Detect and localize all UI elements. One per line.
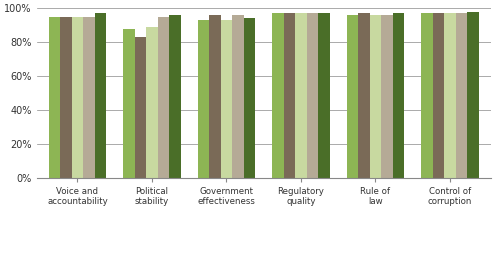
Bar [244,18,255,178]
Bar [393,13,404,178]
Bar [198,20,209,178]
Bar [467,12,479,178]
Bar [421,13,433,178]
Bar [381,15,393,178]
Bar [455,13,467,178]
Bar [49,17,60,178]
Bar [318,13,330,178]
Bar [272,13,284,178]
Bar [307,13,318,178]
Bar [221,20,232,178]
Bar [123,28,135,178]
Bar [83,17,95,178]
Bar [232,15,244,178]
Bar [284,13,295,178]
Bar [444,13,455,178]
Bar [169,15,181,178]
Bar [146,27,158,178]
Bar [358,13,370,178]
Bar [60,17,72,178]
Bar [135,37,146,178]
Bar [209,15,221,178]
Bar [72,17,83,178]
Bar [158,17,169,178]
Bar [95,13,106,178]
Bar [370,15,381,178]
Bar [295,13,307,178]
Bar [346,15,358,178]
Bar [433,13,444,178]
